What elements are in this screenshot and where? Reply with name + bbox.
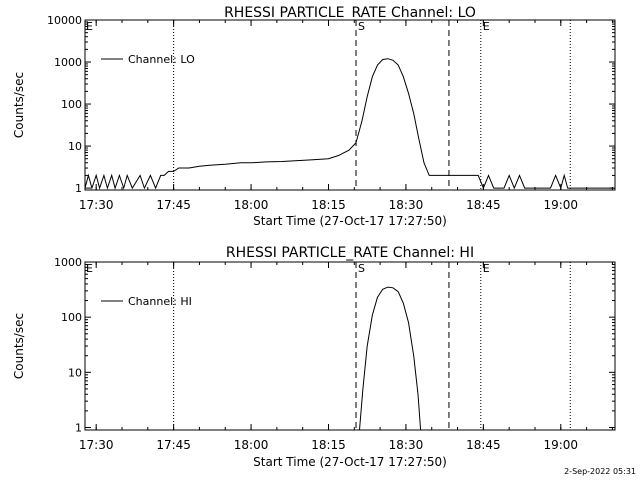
y-tick-label: 1000 [54,56,82,69]
y-tick-label: 1 [75,182,82,195]
x-tick-label: 18:45 [466,438,501,452]
x-tick-label: 18:30 [389,198,424,212]
chart-title: RHESSI PARTICLE_RATE Channel: LO [224,5,476,21]
series-line-0 [359,286,422,430]
x-tick-label: 18:30 [389,438,424,452]
x-tick-label: 17:45 [156,438,191,452]
x-tick-label: 17:30 [79,438,114,452]
series-line-0 [85,58,615,190]
x-axis-label: Start Time (27-Oct-17 17:27:50) [253,455,447,469]
x-tick-label: 19:00 [543,198,578,212]
y-tick-label: 100 [61,311,82,324]
x-tick-label: 19:00 [543,438,578,452]
x-tick-label: 17:45 [156,198,191,212]
chart-panel-1: RHESSI PARTICLE_RATE Channel: HI Counts/s… [12,245,616,469]
x-tick-label: 18:00 [234,198,269,212]
legend-label: Channel: HI [128,295,192,308]
start-marker-label: S [358,20,365,33]
end-marker-label: E [483,262,490,275]
footer-timestamp: 2-Sep-2022 05:31 [564,467,636,476]
y-tick-label: 10 [68,140,82,153]
plot-frame [84,19,616,191]
x-axis-label: Start Time (27-Oct-17 17:27:50) [253,214,447,228]
x-tick-label: 17:30 [79,198,114,212]
x-tick-label: 18:45 [466,198,501,212]
chart-panel-0: RHESSI PARTICLE_RATE Channel: LO Counts/s… [12,5,616,228]
y-axis-label: Counts/sec [12,72,26,138]
y-tick-label: 1000 [54,256,82,269]
y-tick-label: 100 [61,98,82,111]
y-tick-label: 10 [68,366,82,379]
plot-frame [84,261,616,431]
corner-marker-label: E [86,262,93,275]
corner-marker-label: E [86,20,93,33]
x-tick-label: 18:00 [234,438,269,452]
chart-title: RHESSI PARTICLE_RATE Channel: HI [226,245,474,261]
start-marker-label: S [358,262,365,275]
x-tick-label: 18:15 [311,438,346,452]
x-tick-label: 18:15 [311,198,346,212]
y-tick-label: 10000 [47,14,82,27]
y-axis-label: Counts/sec [12,313,26,379]
end-marker-label: E [483,20,490,33]
legend-label: Channel: LO [128,53,195,66]
y-tick-label: 1 [75,421,82,434]
